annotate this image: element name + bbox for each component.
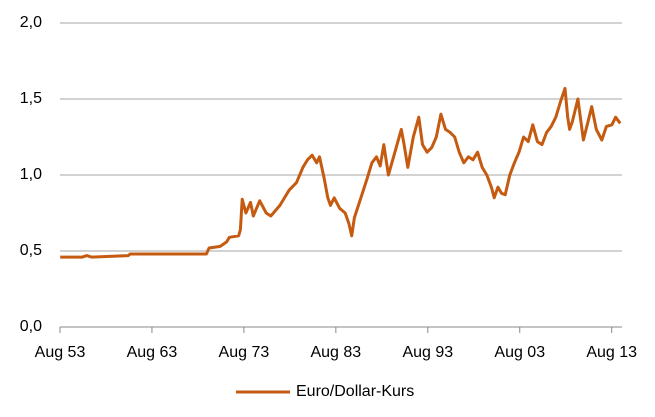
y-tick-label: 2,0 <box>20 14 42 31</box>
x-tick-label: Aug 53 <box>35 344 86 361</box>
x-tick-label: Aug 63 <box>127 344 178 361</box>
x-tick-label: Aug 83 <box>310 344 361 361</box>
line <box>60 86 622 259</box>
legend-label: Euro/Dollar-Kurs <box>296 383 414 400</box>
x-tick-label: Aug 73 <box>219 344 270 361</box>
x-tick-label: Aug 93 <box>402 344 453 361</box>
x-tick-label: Aug 13 <box>586 344 637 361</box>
y-tick-label: 1,0 <box>20 166 42 183</box>
y-tick-label: 0,5 <box>20 242 42 259</box>
y-tick-label: 1,5 <box>20 90 42 107</box>
x-tick-label: Aug 03 <box>494 344 545 361</box>
y-tick-label: 0,0 <box>20 318 42 335</box>
